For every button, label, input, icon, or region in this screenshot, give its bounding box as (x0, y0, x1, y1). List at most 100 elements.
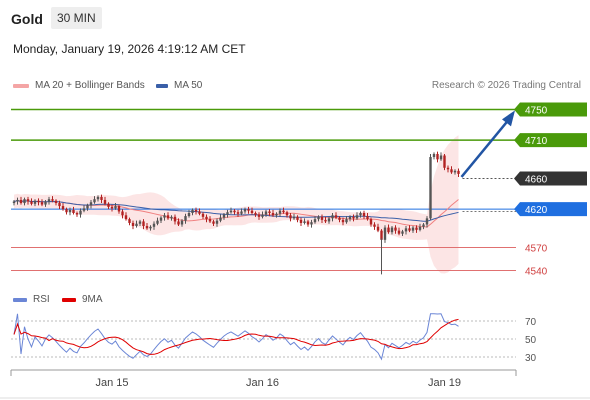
candle-body (401, 231, 404, 234)
candle-body (362, 213, 366, 217)
rsi-line (13, 313, 459, 361)
candle-body (285, 212, 289, 216)
candle-body (257, 214, 261, 217)
candle-body (166, 215, 170, 219)
candle-body (93, 199, 96, 203)
level-tag-4620 (514, 202, 587, 217)
research-credit: Research © 2026 Trading Central (431, 80, 581, 91)
candle-body (201, 213, 205, 217)
candle-body (446, 167, 450, 170)
candle-body (152, 223, 156, 227)
candle-body (243, 209, 247, 212)
candle-body (191, 209, 194, 213)
forecast-arrow (460, 118, 510, 178)
candle-body (418, 226, 422, 230)
candle-body (394, 227, 397, 231)
candle-body (142, 221, 145, 227)
candle-body (348, 216, 352, 220)
candle-body (278, 210, 282, 214)
ma20-swatch (13, 83, 29, 88)
candle-body (47, 199, 51, 202)
candle-body (324, 219, 327, 222)
candle-body (114, 206, 117, 209)
candle-body (44, 201, 47, 205)
legend-ma50: MA 50 (156, 80, 202, 91)
candle-body (51, 199, 54, 201)
candle-body (33, 200, 37, 204)
candle-body (432, 153, 436, 158)
candle-body (177, 221, 180, 225)
level-label-4710: 4710 (525, 136, 548, 147)
level-tag-4710 (514, 133, 587, 148)
x-tick-label-jan-15: Jan 15 (95, 377, 128, 389)
candle-body (408, 228, 411, 231)
candle-body (443, 155, 446, 168)
candle-body (180, 220, 184, 225)
candle-body (383, 227, 387, 240)
legend-ma20-label: MA 20 + Bollinger Bands (35, 80, 145, 91)
candle-body (30, 201, 33, 204)
candle-body (121, 211, 124, 216)
candle-body (268, 211, 271, 213)
candle-body (58, 203, 61, 207)
candle-body (376, 226, 380, 231)
ma50-swatch (156, 83, 168, 88)
candle-body (236, 212, 240, 214)
candle-body (61, 206, 65, 210)
rsi-swatch (13, 297, 27, 302)
candle-body (226, 212, 229, 215)
candle-body (212, 221, 215, 224)
candle-body (187, 213, 191, 217)
timeframe-badge[interactable]: 30 MIN (51, 7, 102, 29)
candle-body (303, 221, 306, 223)
candle-body (26, 199, 30, 202)
x-tick-label-jan-19: Jan 19 (428, 377, 461, 389)
candle-body (19, 199, 23, 204)
candle-body (54, 200, 58, 204)
candle-body (436, 153, 439, 160)
candle-body (341, 219, 345, 223)
chart-timestamp: Monday, January 19, 2026 4:19:12 AM CET (13, 42, 246, 56)
candle-body (229, 210, 233, 213)
candle-body (149, 226, 152, 229)
bollinger-band (14, 135, 459, 274)
candle-body (247, 209, 250, 211)
candle-body (156, 220, 159, 224)
candle-body (313, 219, 317, 223)
candle-body (215, 220, 219, 224)
legend-ma20: MA 20 + Bollinger Bands (13, 80, 145, 91)
candle-body (275, 213, 278, 216)
candle-body (352, 216, 355, 219)
legend-rsi-label: RSI (33, 294, 50, 305)
candle-body (198, 211, 201, 214)
candle-body (320, 216, 324, 220)
symbol-title: Gold (11, 11, 43, 27)
candle-body (397, 230, 401, 234)
ma50-line (13, 200, 459, 222)
candle-body (422, 224, 425, 227)
candle-body (89, 202, 93, 206)
candle-body (103, 199, 107, 204)
candle-body (110, 206, 114, 209)
candle-body (23, 199, 26, 204)
candle-body (138, 221, 142, 224)
candle-body (310, 222, 313, 225)
candle-body (296, 216, 299, 220)
candle-body (439, 155, 443, 160)
candle-body (233, 210, 236, 213)
candle-body (338, 217, 341, 220)
candle-body (453, 170, 457, 173)
rsi-tick-70: 70 (525, 317, 537, 328)
candle-body (404, 228, 408, 232)
candle-body (205, 216, 208, 220)
candle-body (37, 200, 40, 203)
candle-body (107, 203, 110, 207)
candle-body (425, 218, 429, 225)
rsi-ma-line (13, 318, 459, 355)
candle-body (250, 210, 254, 213)
candle-body (86, 205, 89, 209)
candle-body (355, 215, 359, 219)
candle-body (79, 210, 82, 215)
candle-body (163, 215, 166, 218)
